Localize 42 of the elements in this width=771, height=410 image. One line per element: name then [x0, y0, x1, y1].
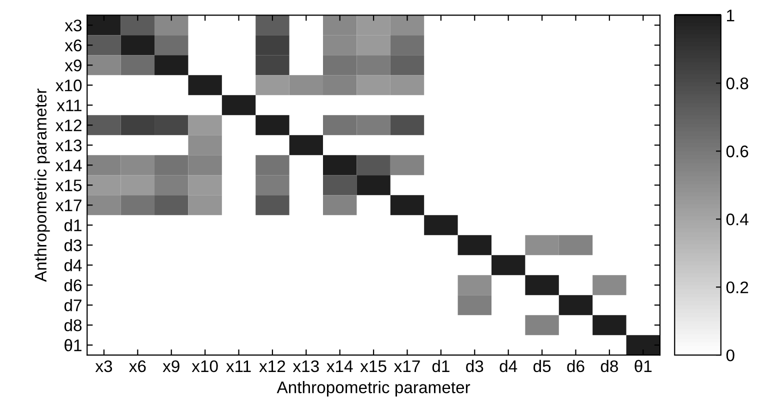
x-tick-label: d5 [533, 360, 551, 372]
color-bar-label: 0.2 [726, 281, 748, 294]
y-tick-label: d7 [64, 299, 82, 312]
x-tick-label: x17 [394, 360, 420, 372]
y-tick-label: x6 [64, 40, 82, 52]
y-tick-label: x11 [56, 100, 82, 112]
color-bar-label: 0.6 [726, 146, 748, 158]
color-bar-label: 0.8 [726, 78, 748, 90]
x-tick-label: d4 [500, 360, 518, 372]
y-tick-label: x13 [56, 140, 82, 152]
y-axis-title: Anthropometric parameter [34, 88, 50, 282]
y-tick-label: d3 [64, 239, 82, 252]
color-bar-label: 0 [726, 349, 734, 362]
x-tick-label: x12 [259, 360, 286, 372]
y-tick-label: x3 [64, 20, 82, 32]
x-tick-label: d1 [432, 360, 450, 372]
x-axis-title: Anthropometric parameter [276, 381, 470, 397]
x-tick-label: d3 [466, 360, 484, 372]
y-tick-label: x15 [56, 180, 82, 192]
x-tick-label: θ1 [634, 360, 652, 372]
x-tick-label: x9 [162, 360, 180, 372]
y-tick-label: θ1 [64, 339, 82, 352]
y-tick-label: d6 [64, 279, 82, 292]
x-tick-label: x11 [226, 360, 251, 372]
x-tick-label: d8 [600, 360, 618, 372]
x-tick-label: x13 [292, 360, 319, 372]
y-tick-label: x12 [56, 120, 82, 132]
x-tick-label: x3 [95, 360, 112, 372]
x-tick-label: x14 [326, 360, 353, 372]
y-tick-label: d1 [64, 219, 82, 232]
y-tick-label: x9 [64, 60, 82, 72]
x-tick-label: x10 [192, 360, 218, 372]
y-tick-label: x10 [56, 80, 82, 92]
y-tick-label: d4 [64, 259, 82, 272]
y-tick-label: d8 [64, 319, 82, 332]
x-tick-label: d6 [567, 360, 584, 372]
x-tick-label: x6 [129, 360, 146, 372]
y-tick-label: x17 [56, 200, 82, 212]
x-tick-label: x15 [360, 360, 386, 372]
y-tick-label: x14 [56, 160, 82, 172]
color-bar-label: 1 [727, 10, 734, 22]
color-bar-label: 0.4 [726, 214, 748, 226]
